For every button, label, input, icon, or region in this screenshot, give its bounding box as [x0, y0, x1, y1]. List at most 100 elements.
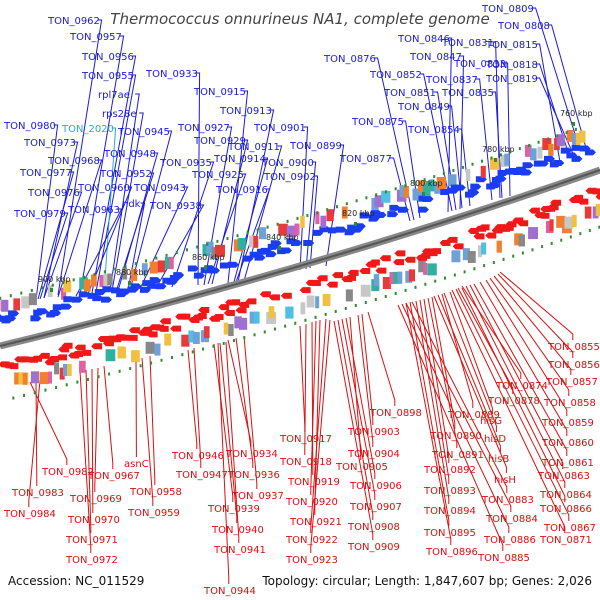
- top-gene-label[interactable]: TON_0913: [219, 106, 272, 117]
- bottom-gene-label[interactable]: TON_0871: [539, 535, 592, 546]
- top-gene-label[interactable]: TON_0968: [47, 156, 100, 167]
- top-gene-label[interactable]: TON_0809: [481, 4, 534, 15]
- top-gene-label[interactable]: TON_0835: [441, 88, 494, 99]
- top-gene-label[interactable]: TON_0852: [369, 70, 422, 81]
- bottom-gene-label[interactable]: TON_0892: [423, 465, 476, 476]
- bottom-gene-label[interactable]: TON_0903: [347, 427, 400, 438]
- top-gene-label[interactable]: TON_0948: [103, 149, 156, 160]
- top-gene-label[interactable]: TON_0846: [397, 34, 450, 45]
- bottom-gene-label[interactable]: hisB: [488, 454, 509, 465]
- top-gene-label[interactable]: TON_0960: [77, 183, 130, 194]
- bottom-gene-label[interactable]: TON_0867: [543, 523, 596, 534]
- top-gene-label[interactable]: TON_0851: [383, 88, 436, 99]
- bottom-gene-label[interactable]: TON_0947: [175, 470, 228, 481]
- bottom-gene-label[interactable]: TON_0909: [347, 542, 400, 553]
- bottom-gene-label[interactable]: TON_0958: [129, 487, 182, 498]
- bottom-gene-label[interactable]: TON_0904: [347, 449, 400, 460]
- bottom-gene-label[interactable]: TON_0898: [369, 408, 422, 419]
- top-gene-label[interactable]: TON_0976: [27, 188, 80, 199]
- top-gene-label[interactable]: TON_0900: [261, 158, 314, 169]
- bottom-gene-label[interactable]: TON_0874: [495, 381, 548, 392]
- bottom-gene-label[interactable]: asnC: [124, 459, 149, 470]
- bottom-gene-label[interactable]: TON_0971: [65, 535, 118, 546]
- top-gene-label[interactable]: TON_0977: [19, 168, 72, 179]
- bottom-gene-label[interactable]: TON_0941: [213, 545, 266, 556]
- bottom-gene-label[interactable]: TON_0944: [203, 586, 256, 597]
- top-gene-label[interactable]: TON_0945: [117, 127, 170, 138]
- bottom-gene-label[interactable]: TON_0982: [41, 467, 94, 478]
- top-gene-label[interactable]: TON_0943: [133, 183, 186, 194]
- top-gene-label[interactable]: rps28e: [102, 109, 137, 120]
- top-gene-label[interactable]: TON_0901: [253, 123, 306, 134]
- bottom-gene-label[interactable]: TON_0934: [225, 449, 278, 460]
- bottom-gene-label[interactable]: TON_0896: [425, 547, 478, 558]
- top-gene-label[interactable]: TON_0911: [227, 142, 280, 153]
- bottom-gene-label[interactable]: TON_0891: [431, 450, 484, 461]
- bottom-gene-label[interactable]: TON_0917: [279, 434, 332, 445]
- bottom-gene-label[interactable]: TON_0856: [547, 360, 600, 371]
- bottom-gene-label[interactable]: TON_0922: [285, 535, 338, 546]
- top-gene-label[interactable]: TON_0916: [215, 185, 268, 196]
- bottom-gene-label[interactable]: TON_0866: [539, 504, 592, 515]
- bottom-gene-label[interactable]: TON_0859: [541, 418, 594, 429]
- bottom-gene-label[interactable]: TON_0946: [171, 451, 224, 462]
- bottom-gene-label[interactable]: TON_0894: [423, 506, 476, 517]
- top-gene-label[interactable]: TON_0818: [485, 60, 538, 71]
- top-gene-label[interactable]: ndk: [122, 199, 141, 210]
- bottom-gene-label[interactable]: TON_0889: [447, 410, 500, 421]
- top-gene-label[interactable]: TON_0980: [3, 121, 56, 132]
- top-gene-label[interactable]: TON_2020: [61, 124, 114, 135]
- bottom-gene-label[interactable]: TON_0972: [65, 555, 118, 566]
- bottom-gene-label[interactable]: TON_0970: [67, 515, 120, 526]
- top-gene-label[interactable]: TON_0847: [409, 52, 462, 63]
- bottom-gene-label[interactable]: TON_0923: [285, 555, 338, 566]
- bottom-gene-label[interactable]: TON_0861: [541, 458, 594, 469]
- top-gene-label[interactable]: TON_0877: [339, 154, 392, 165]
- top-gene-label[interactable]: TON_0935: [159, 158, 212, 169]
- top-gene-label[interactable]: TON_0875: [351, 117, 404, 128]
- top-gene-label[interactable]: TON_0876: [323, 54, 376, 65]
- bottom-gene-label[interactable]: TON_0883: [481, 495, 534, 506]
- top-gene-label[interactable]: TON_0837: [425, 75, 478, 86]
- bottom-gene-label[interactable]: TON_0855: [547, 342, 600, 353]
- bottom-gene-label[interactable]: TON_0893: [423, 486, 476, 497]
- top-gene-label[interactable]: TON_0815: [485, 40, 538, 51]
- top-gene-label[interactable]: TON_0955: [81, 71, 134, 82]
- bottom-gene-label[interactable]: TON_0863: [537, 471, 590, 482]
- top-gene-label[interactable]: TON_0952: [99, 169, 152, 180]
- top-gene-label[interactable]: TON_0938: [149, 201, 202, 212]
- bottom-gene-label[interactable]: TON_0907: [349, 502, 402, 513]
- bottom-gene-label[interactable]: hisG: [480, 416, 502, 427]
- top-gene-label[interactable]: rpl7ae: [98, 90, 130, 101]
- bottom-gene-label[interactable]: TON_0959: [127, 508, 180, 519]
- bottom-gene-label[interactable]: TON_0936: [227, 470, 280, 481]
- bottom-gene-label[interactable]: TON_0984: [3, 509, 56, 520]
- bottom-gene-label[interactable]: TON_0939: [207, 504, 260, 515]
- top-gene-label[interactable]: TON_0902: [263, 172, 316, 183]
- bottom-gene-label[interactable]: TON_0937: [231, 491, 284, 502]
- top-gene-label[interactable]: TON_0808: [497, 21, 550, 32]
- top-gene-label[interactable]: TON_0956: [81, 52, 134, 63]
- bottom-gene-label[interactable]: TON_0864: [539, 490, 592, 501]
- bottom-gene-label[interactable]: TON_0919: [287, 477, 340, 488]
- top-gene-label[interactable]: TON_0833: [453, 59, 506, 70]
- bottom-gene-label[interactable]: TON_0886: [483, 535, 536, 546]
- bottom-gene-label[interactable]: TON_0858: [543, 398, 596, 409]
- bottom-gene-label[interactable]: TON_0890: [429, 431, 482, 442]
- top-gene-label[interactable]: TON_0929: [193, 136, 246, 147]
- bottom-gene-label[interactable]: TON_0921: [289, 517, 342, 528]
- bottom-gene-label[interactable]: TON_0920: [285, 497, 338, 508]
- bottom-gene-label[interactable]: hisD: [484, 434, 506, 445]
- top-gene-label[interactable]: TON_0819: [485, 74, 538, 85]
- top-gene-label[interactable]: TON_0963: [67, 205, 120, 216]
- top-gene-label[interactable]: TON_0927: [177, 123, 230, 134]
- bottom-gene-label[interactable]: TON_0918: [279, 457, 332, 468]
- bottom-gene-label[interactable]: TON_0908: [347, 522, 400, 533]
- top-gene-label[interactable]: TON_0933: [145, 69, 198, 80]
- bottom-gene-label[interactable]: TON_0884: [485, 514, 538, 525]
- top-gene-label[interactable]: TON_0973: [23, 138, 76, 149]
- bottom-gene-label[interactable]: TON_0940: [211, 525, 264, 536]
- bottom-gene-label[interactable]: TON_0860: [541, 438, 594, 449]
- top-gene-label[interactable]: TON_0925: [191, 170, 244, 181]
- top-gene-label[interactable]: TON_0854: [407, 125, 460, 136]
